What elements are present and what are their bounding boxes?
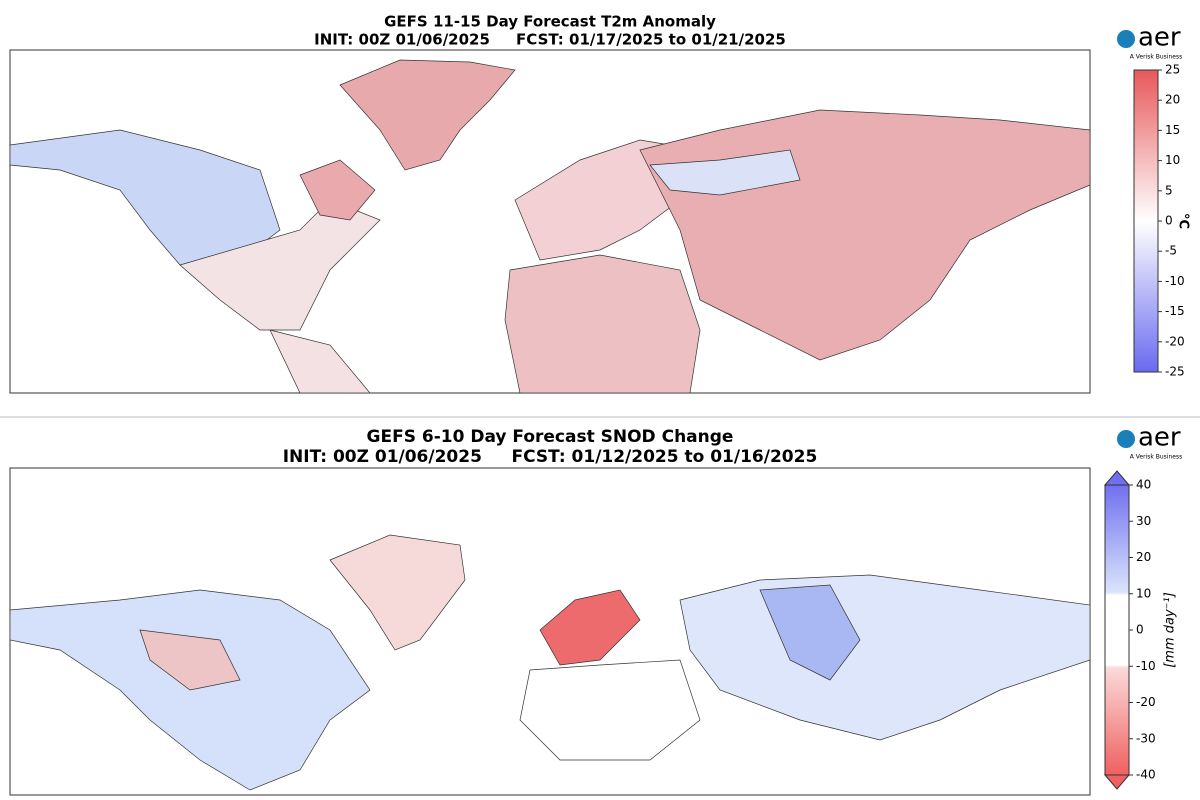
central-america — [269, 329, 371, 394]
panel-subtitle: INIT: 00Z 01/06/2025 FCST: 01/12/2025 to… — [283, 447, 818, 467]
colorbar-tick-label: -20 — [1165, 334, 1185, 348]
colorbar-tick-label: 0 — [1165, 214, 1173, 228]
colorbar-tick-label: -5 — [1165, 244, 1177, 258]
colorbar-tick-label: 0 — [1136, 623, 1144, 637]
panel-title: GEFS 11-15 Day Forecast T2m Anomaly — [384, 13, 716, 31]
greenland — [339, 59, 516, 171]
hudson-region — [299, 159, 376, 221]
colorbar-tick-label: 20 — [1136, 550, 1151, 564]
colorbar-tick-label: 10 — [1165, 153, 1180, 167]
logo-icon — [1117, 430, 1135, 448]
north-america-east — [179, 199, 381, 331]
colorbar-extend-top — [1103, 470, 1131, 486]
logo-name: aer — [1138, 423, 1181, 453]
map-bottom — [9, 467, 1091, 796]
colorbar-tick-label: -40 — [1136, 768, 1156, 782]
colorbar-tick-label: 40 — [1136, 478, 1151, 492]
greenland — [329, 534, 466, 651]
colorbar-extend-bottom — [1103, 774, 1131, 790]
scandinavia — [539, 589, 641, 666]
colorbar-tick-label: -20 — [1136, 695, 1156, 709]
colorbar-tick-label: 15 — [1165, 123, 1180, 137]
siberia-gain — [759, 584, 861, 681]
colorbar-tick-label: 30 — [1136, 514, 1151, 528]
colorbar-tick-label: -10 — [1165, 274, 1185, 288]
colorbar-label: [mm day⁻¹] — [1163, 592, 1178, 668]
siberia-west — [649, 149, 801, 196]
canada-loss — [139, 629, 241, 691]
panel-subtitle: INIT: 00Z 01/06/2025 FCST: 01/17/2025 to… — [314, 31, 786, 49]
colorbar-tick-label: -30 — [1136, 731, 1156, 745]
colorbar — [1104, 484, 1130, 776]
logo-name: aer — [1138, 23, 1181, 53]
colorbar-tick-label: 10 — [1136, 586, 1151, 600]
logo-icon — [1117, 30, 1135, 48]
colorbar-label: °C — [1176, 213, 1191, 229]
colorbar-tick-label: -15 — [1165, 304, 1185, 318]
europe — [519, 659, 701, 761]
colorbar-tick-label: 20 — [1165, 93, 1180, 107]
panel-title: GEFS 6-10 Day Forecast SNOD Change — [367, 427, 734, 447]
logo-tagline: A Verisk Business — [1130, 454, 1182, 461]
colorbar-tick-label: -10 — [1136, 659, 1156, 673]
colorbar-tick-label: -25 — [1165, 365, 1185, 379]
map-top — [9, 49, 1091, 394]
africa — [504, 254, 701, 394]
colorbar-tick-label: 5 — [1165, 183, 1173, 197]
colorbar-tick-label: 25 — [1165, 63, 1180, 77]
logo-tagline: A Verisk Business — [1130, 54, 1182, 61]
colorbar — [1133, 69, 1159, 373]
